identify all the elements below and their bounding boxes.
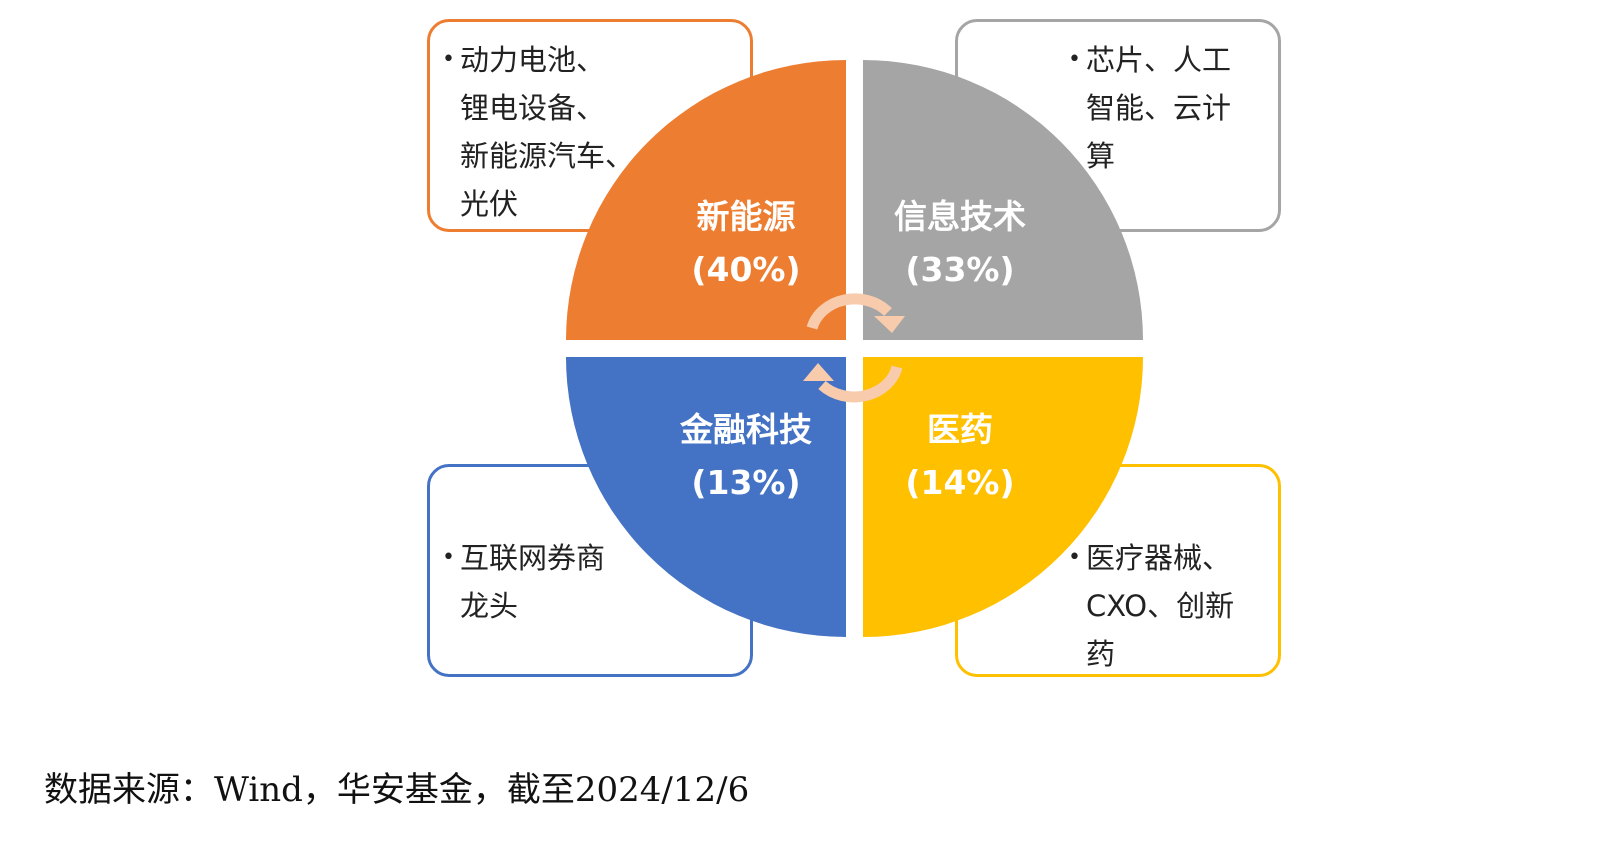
info-tech-label: 信息技术 <box>894 197 1026 236</box>
callout-text-pharma: 医疗器械、 CXO、创新 药 <box>1086 541 1235 671</box>
bullet-new-energy: • <box>442 47 455 72</box>
new-energy-label: 新能源 <box>697 197 796 236</box>
pharma-label: 医药 <box>927 410 993 449</box>
bullet-pharma: • <box>1068 545 1081 570</box>
quadrant-new-energy <box>566 60 846 340</box>
pharma-percent: (14%) <box>905 463 1014 502</box>
callout-text-fintech: 互联网券商 龙头 <box>460 541 606 623</box>
quadrant-info-tech <box>863 60 1143 340</box>
bullet-fintech: • <box>442 545 455 570</box>
fintech-percent: (13%) <box>691 463 800 502</box>
bullet-info-tech: • <box>1068 47 1081 72</box>
source-note: 数据来源：Wind，华安基金，截至2024/12/6 <box>44 770 750 810</box>
new-energy-percent: (40%) <box>691 250 800 289</box>
cycle-arrows-icon <box>803 293 905 403</box>
quadrant-pharma <box>863 357 1143 637</box>
callout-text-info-tech: 芯片、人工 智能、云计 算 <box>1086 43 1232 173</box>
quadrant-fintech <box>566 357 846 637</box>
callout-text-new-energy: 动力电池、 锂电设备、 新能源汽车、 光伏 <box>460 43 635 221</box>
info-tech-percent: (33%) <box>905 250 1014 289</box>
fintech-label: 金融科技 <box>679 410 812 449</box>
